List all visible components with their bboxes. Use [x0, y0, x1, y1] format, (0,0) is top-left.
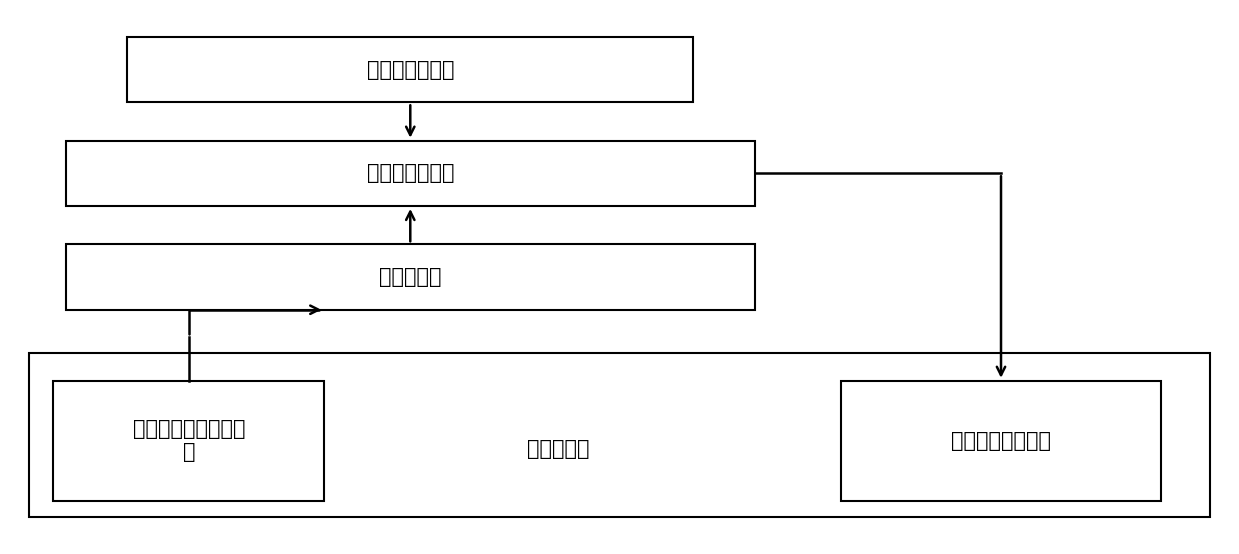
Text: 常规业务处理层: 常规业务处理层	[367, 60, 453, 80]
Bar	[66, 141, 755, 206]
Bar	[53, 381, 325, 501]
Text: 协议解析层: 协议解析层	[379, 267, 441, 287]
Bar	[841, 381, 1161, 501]
Text: 通讯硬件层: 通讯硬件层	[527, 439, 590, 459]
Text: 通讯硬件接收数据结
构: 通讯硬件接收数据结 构	[133, 419, 245, 462]
Text: 设备业务处理层: 设备业务处理层	[367, 163, 453, 183]
Bar	[28, 353, 1211, 517]
Bar	[128, 37, 694, 102]
Text: 通讯硬件发送接口: 通讯硬件发送接口	[952, 430, 1051, 451]
Bar	[66, 244, 755, 310]
